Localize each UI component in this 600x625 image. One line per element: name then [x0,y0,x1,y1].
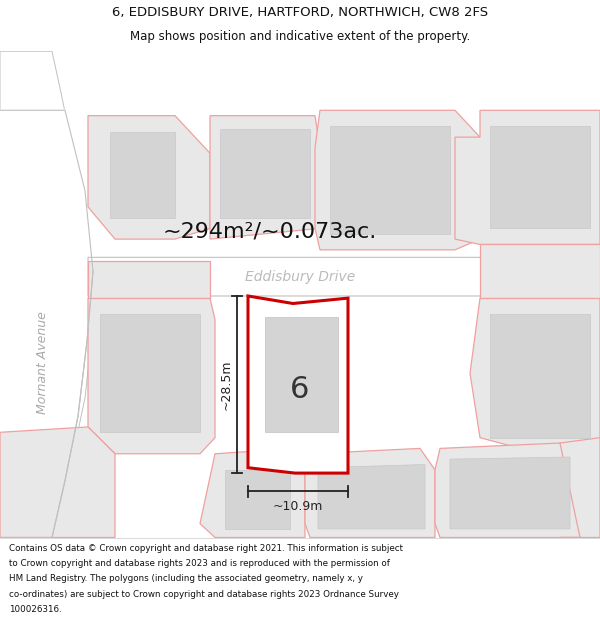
Polygon shape [0,51,95,479]
Text: Map shows position and indicative extent of the property.: Map shows position and indicative extent… [130,31,470,43]
Text: to Crown copyright and database rights 2023 and is reproduced with the permissio: to Crown copyright and database rights 2… [9,559,390,568]
Polygon shape [88,116,210,239]
Polygon shape [225,470,290,529]
Text: 6, EDDISBURY DRIVE, HARTFORD, NORTHWICH, CW8 2FS: 6, EDDISBURY DRIVE, HARTFORD, NORTHWICH,… [112,6,488,19]
Polygon shape [455,110,600,244]
Polygon shape [0,110,95,538]
Text: 100026316.: 100026316. [9,605,62,614]
Text: 6: 6 [290,375,310,404]
Text: co-ordinates) are subject to Crown copyright and database rights 2023 Ordnance S: co-ordinates) are subject to Crown copyr… [9,589,399,599]
Polygon shape [0,427,115,538]
Polygon shape [100,314,200,432]
Polygon shape [318,464,425,529]
Text: ~10.9m: ~10.9m [273,500,323,513]
Polygon shape [210,116,320,239]
Polygon shape [88,258,530,296]
Polygon shape [490,314,590,438]
Polygon shape [0,110,93,538]
Polygon shape [88,298,215,454]
Polygon shape [200,448,305,538]
Text: Eddisbury Drive: Eddisbury Drive [245,269,355,284]
Text: ~294m²/~0.073ac.: ~294m²/~0.073ac. [163,222,377,242]
Polygon shape [480,244,600,298]
Polygon shape [330,126,450,234]
Polygon shape [490,126,590,228]
Polygon shape [110,132,175,218]
Text: Contains OS data © Crown copyright and database right 2021. This information is : Contains OS data © Crown copyright and d… [9,544,403,552]
Polygon shape [450,457,570,529]
Polygon shape [220,129,310,218]
Text: Mornant Avenue: Mornant Avenue [35,311,49,414]
Polygon shape [248,296,348,473]
Polygon shape [470,298,600,459]
Text: HM Land Registry. The polygons (including the associated geometry, namely x, y: HM Land Registry. The polygons (includin… [9,574,363,583]
Polygon shape [560,438,600,538]
Polygon shape [265,318,338,432]
Polygon shape [88,261,210,298]
Polygon shape [435,443,580,538]
Polygon shape [315,110,480,250]
Polygon shape [305,448,435,538]
Text: ~28.5m: ~28.5m [220,359,233,410]
